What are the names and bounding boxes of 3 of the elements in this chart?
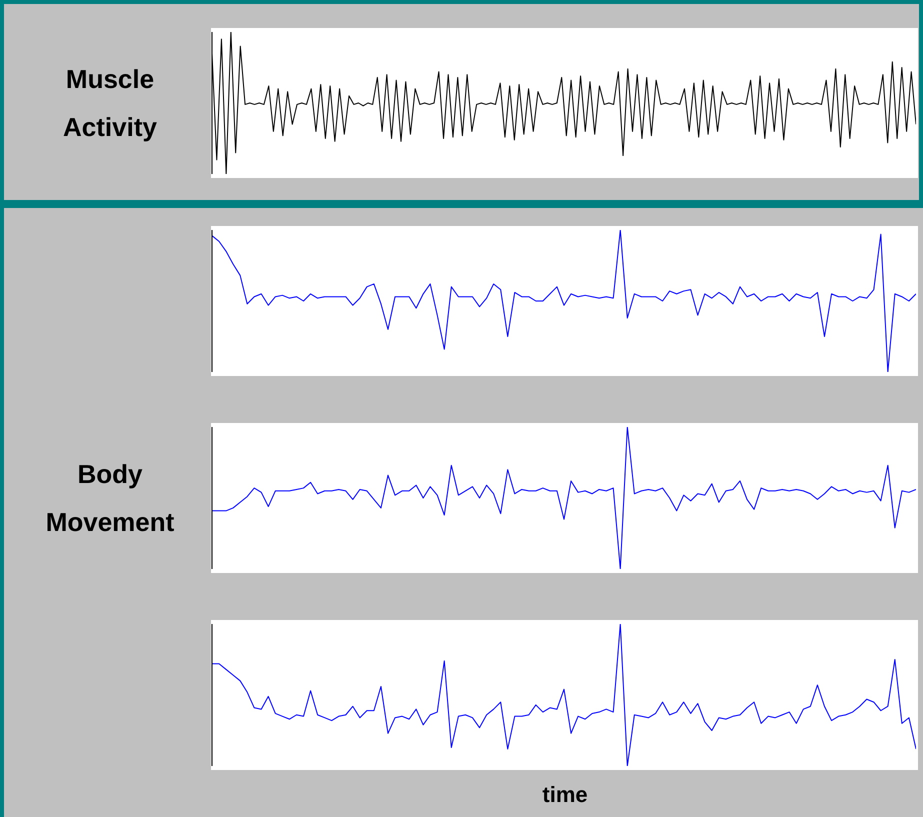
y-axis-title: Muscle Activity xyxy=(62,63,158,144)
x-axis-title: time xyxy=(541,782,589,808)
y-axis-title: Body Movement xyxy=(44,458,176,539)
